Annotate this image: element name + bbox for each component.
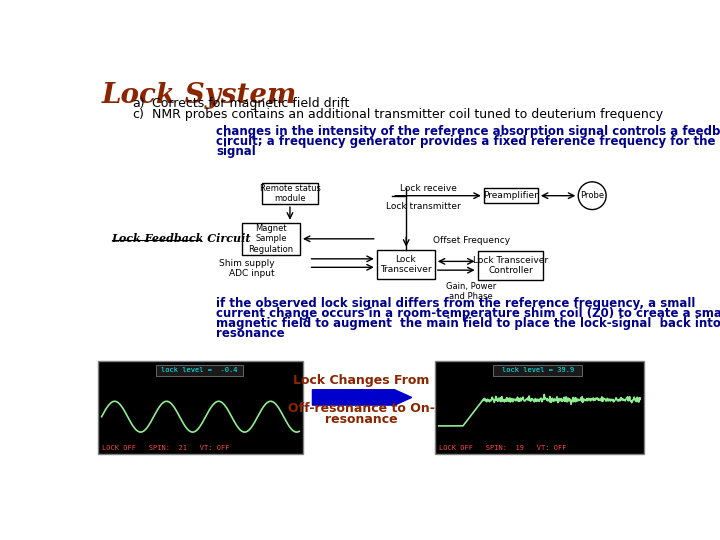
Text: Lock System: Lock System: [102, 82, 297, 109]
Text: LOCK OFF   SPIN:  19   VT: OFF: LOCK OFF SPIN: 19 VT: OFF: [438, 444, 566, 450]
Bar: [262, 183, 318, 204]
Bar: [98, 361, 303, 454]
Bar: [156, 365, 243, 376]
Text: LOCK OFF   SPIN:  21   VT: OFF: LOCK OFF SPIN: 21 VT: OFF: [102, 444, 229, 450]
Text: c): c): [132, 108, 145, 121]
Text: Lock receive: Lock receive: [400, 184, 457, 193]
Text: Shim supply
ADC input: Shim supply ADC input: [219, 259, 274, 278]
Text: Lock
Transceiver: Lock Transceiver: [380, 254, 431, 274]
Text: Lock transmitter: Lock transmitter: [386, 202, 461, 211]
Text: current change occurs in a room-temperature shim coil (Z0) to create a small: current change occurs in a room-temperat…: [216, 307, 720, 320]
Text: lock level = 39.9: lock level = 39.9: [502, 368, 574, 374]
Circle shape: [578, 182, 606, 210]
Text: resonance: resonance: [216, 327, 285, 340]
Text: Lock Changes From: Lock Changes From: [293, 374, 429, 387]
FancyArrow shape: [312, 390, 412, 405]
Text: Lock Transceiver
Controller: Lock Transceiver Controller: [473, 256, 548, 275]
Text: Offset Frequency: Offset Frequency: [433, 236, 510, 245]
Bar: [377, 249, 435, 279]
Text: Magnet
Sample
Regulation: Magnet Sample Regulation: [248, 224, 294, 254]
Text: magnetic field to augment  the main field to place the lock-signal  back into: magnetic field to augment the main field…: [216, 318, 720, 330]
Text: changes in the intensity of the reference absorption signal controls a feedback: changes in the intensity of the referenc…: [216, 125, 720, 138]
Text: Remote status
module: Remote status module: [259, 184, 320, 203]
Text: Off-resonance to On-: Off-resonance to On-: [288, 402, 435, 415]
Text: a): a): [132, 97, 145, 110]
Bar: [477, 251, 544, 280]
Text: Probe: Probe: [580, 191, 604, 200]
Text: if the observed lock signal differs from the reference frequency, a small: if the observed lock signal differs from…: [216, 298, 696, 310]
Bar: [484, 188, 538, 204]
Text: NMR probes contains an additional transmitter coil tuned to deuterium frequency: NMR probes contains an additional transm…: [152, 108, 663, 121]
Text: Preamplifier: Preamplifier: [483, 191, 539, 200]
Text: lock level =  -0.4: lock level = -0.4: [161, 368, 238, 374]
Text: signal: signal: [216, 145, 256, 158]
Text: Corrects for magnetic field drift: Corrects for magnetic field drift: [152, 97, 349, 110]
Bar: [493, 365, 582, 376]
Text: Gain, Power
and Phase: Gain, Power and Phase: [446, 282, 496, 301]
Bar: [242, 222, 300, 255]
Text: circuit; a frequency generator provides a fixed reference frequency for the lock: circuit; a frequency generator provides …: [216, 135, 720, 148]
Text: resonance: resonance: [325, 413, 397, 426]
Text: Lock Feedback Circuit: Lock Feedback Circuit: [112, 233, 251, 244]
Bar: [435, 361, 644, 454]
